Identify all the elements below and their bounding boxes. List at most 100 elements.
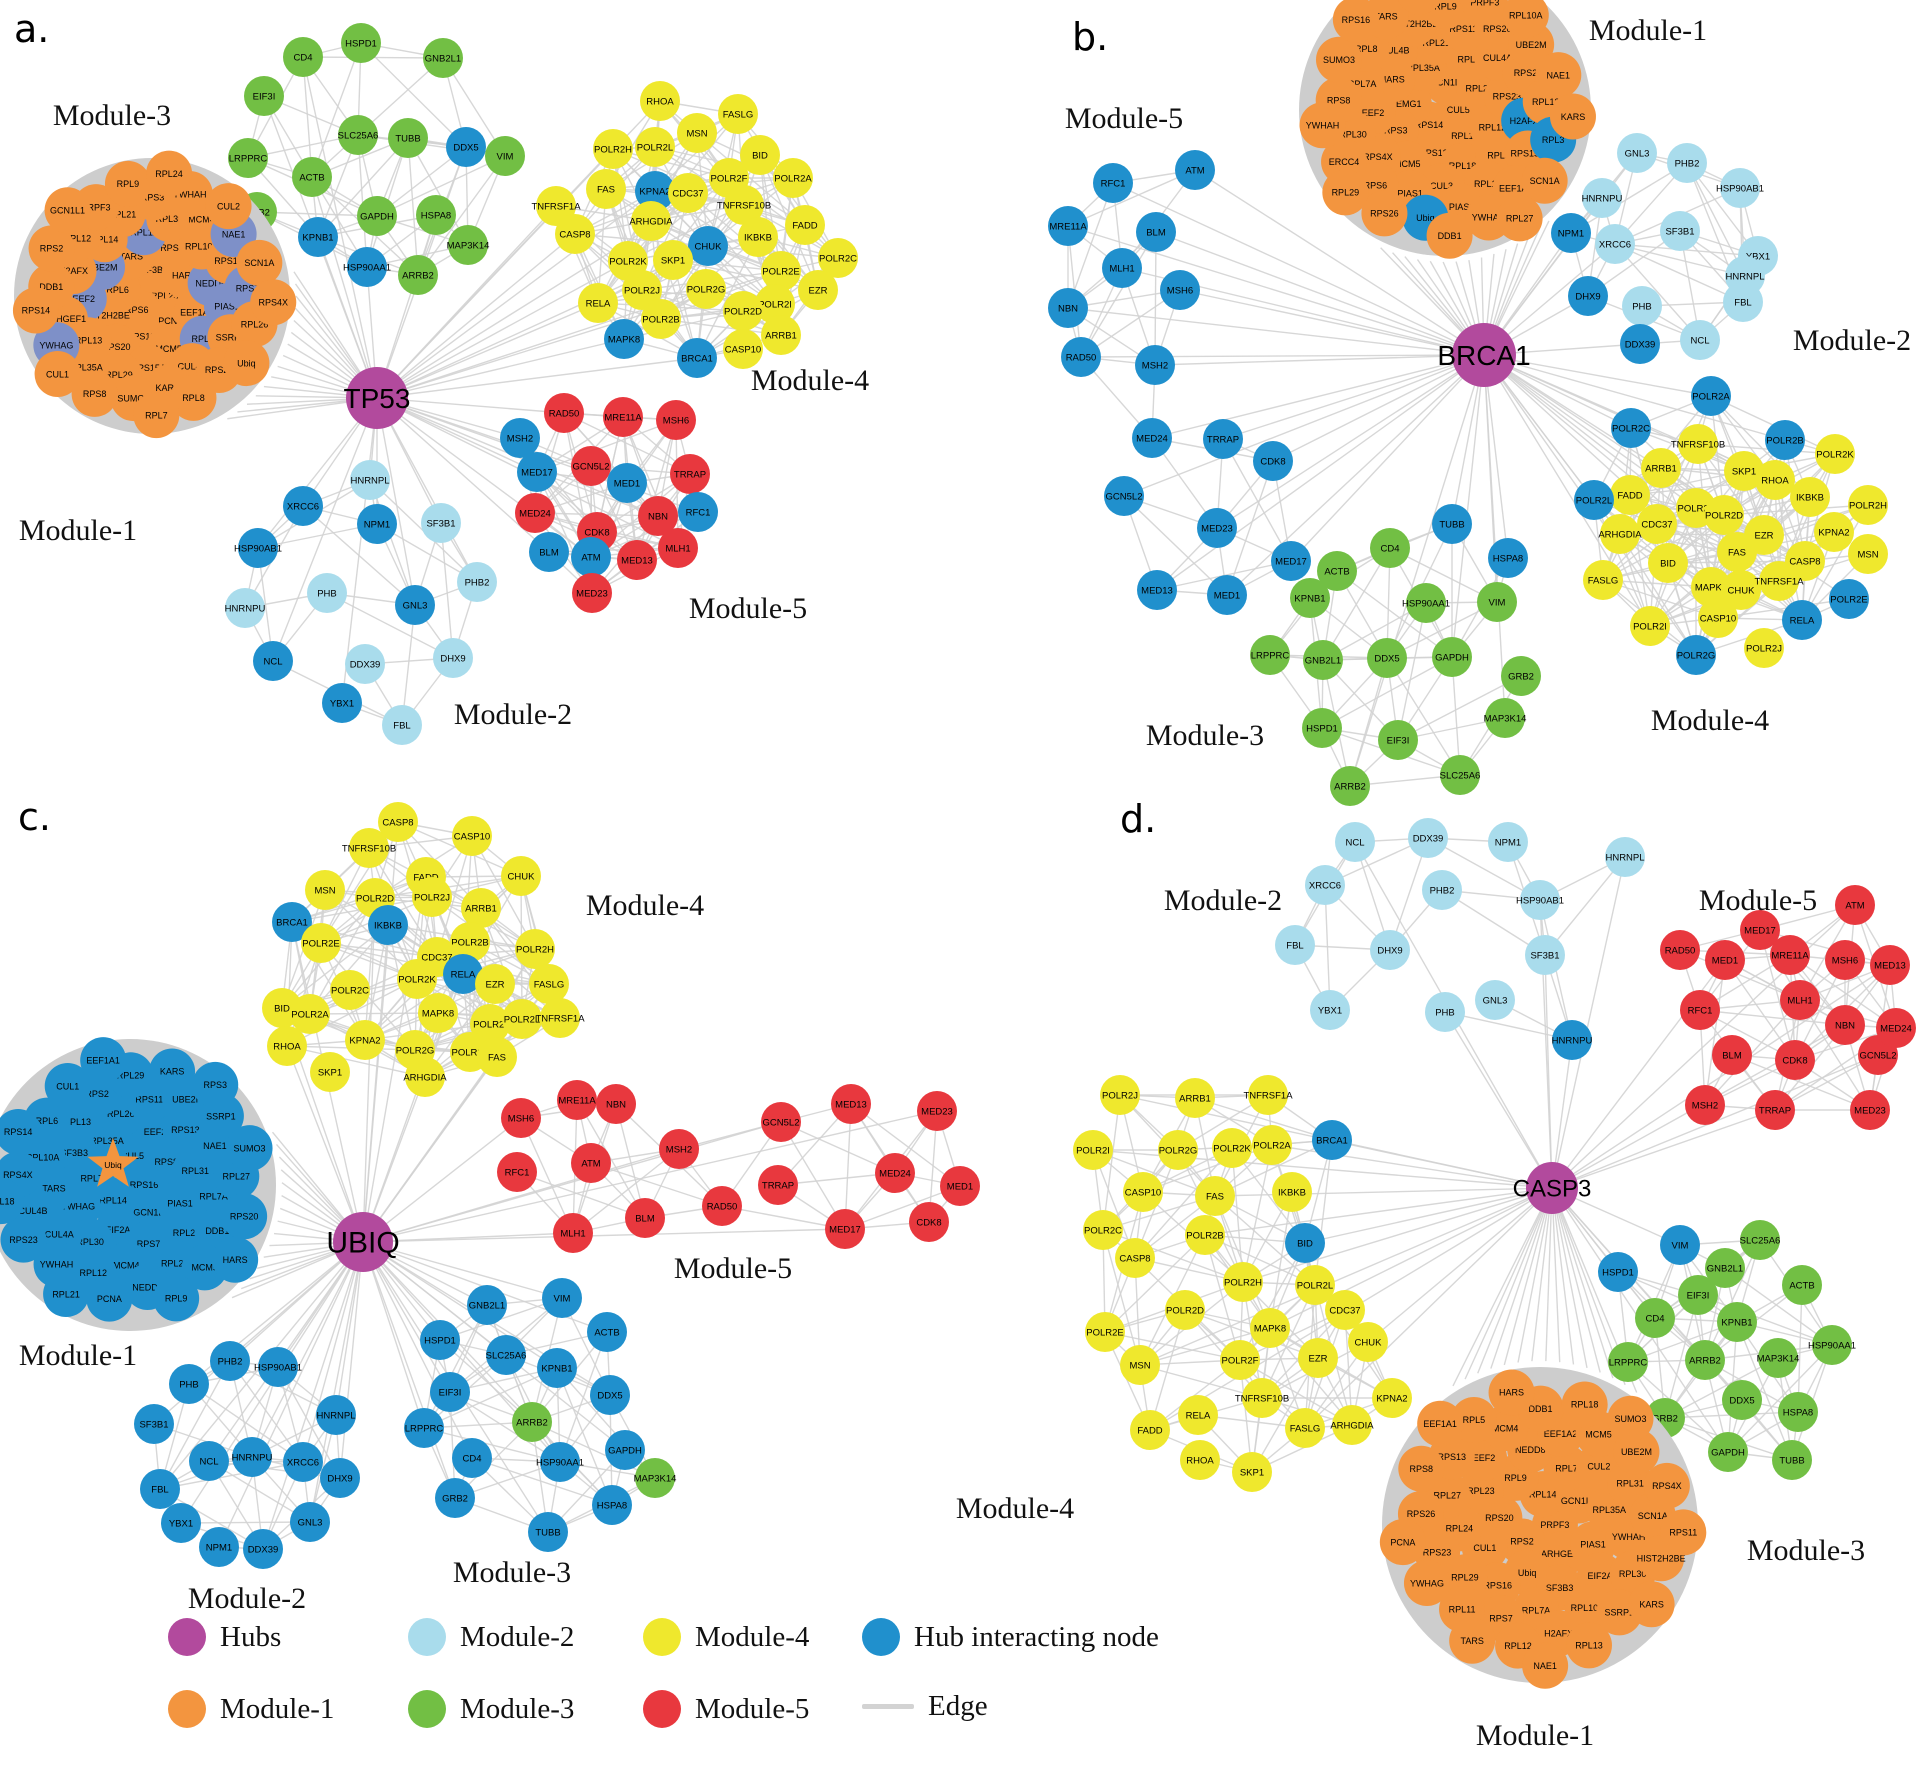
node-NPM1[interactable]: NPM1 (357, 504, 397, 544)
node-PHB2[interactable]: PHB2 (1422, 870, 1462, 910)
node-SLC25A6[interactable]: SLC25A6 (1440, 755, 1481, 795)
node-ACTB[interactable]: ACTB (587, 1312, 627, 1352)
node-RPL18[interactable]: RPL18 (1561, 1381, 1608, 1428)
node-MSH6[interactable]: MSH6 (1825, 940, 1865, 980)
node-RPS4X[interactable]: RPS4X (250, 279, 297, 326)
node-SLC25A6[interactable]: SLC25A6 (1740, 1220, 1781, 1260)
node-RPS4X[interactable]: RPS4X (1643, 1462, 1690, 1509)
node-GCN5L2[interactable]: GCN5L2 (1104, 476, 1144, 516)
node-EZR[interactable]: EZR (1298, 1338, 1338, 1378)
node-VIM[interactable]: VIM (542, 1278, 582, 1318)
node-POLR2G[interactable]: POLR2G (1158, 1130, 1198, 1170)
node-EIF3I[interactable]: EIF3I (1678, 1275, 1718, 1315)
node-HNRNPL[interactable]: HNRNPL (350, 460, 390, 500)
node-ARRB2[interactable]: ARRB2 (398, 255, 438, 295)
node-POLR2C[interactable]: POLR2C (330, 970, 370, 1010)
node-HSP90AB1[interactable]: HSP90AB1 (1716, 168, 1764, 208)
node-IKBKB[interactable]: IKBKB (1790, 477, 1830, 517)
node-KARS[interactable]: KARS (1628, 1581, 1675, 1628)
node-NCL[interactable]: NCL (189, 1441, 229, 1481)
node-MSH2[interactable]: MSH2 (1685, 1085, 1725, 1125)
node-IKBKB[interactable]: IKBKB (738, 217, 778, 257)
node-SUMO3[interactable]: SUMO3 (226, 1125, 273, 1172)
node-YWHAG[interactable]: YWHAG (1403, 1560, 1450, 1607)
node-FASLG[interactable]: FASLG (529, 964, 569, 1004)
node-RPL21[interactable]: RPL21 (43, 1271, 90, 1318)
node-RHOA[interactable]: RHOA (640, 81, 680, 121)
node-KARS[interactable]: KARS (1549, 93, 1596, 140)
node-CASP10[interactable]: CASP10 (452, 816, 492, 856)
node-RHOA[interactable]: RHOA (1180, 1440, 1220, 1480)
node-NPM1[interactable]: NPM1 (1551, 213, 1591, 253)
node-MAPK8[interactable]: MAPK8 (418, 993, 458, 1033)
node-MSN[interactable]: MSN (1848, 534, 1888, 574)
node-DHX9[interactable]: DHX9 (1370, 930, 1410, 970)
node-CDC37[interactable]: CDC37 (1325, 1290, 1365, 1330)
node-SF3B1[interactable]: SF3B1 (1660, 211, 1700, 251)
node-RAD50[interactable]: RAD50 (702, 1186, 742, 1226)
node-POLR2K[interactable]: POLR2K (1212, 1128, 1252, 1168)
node-BLM[interactable]: BLM (625, 1198, 665, 1238)
node-CUL1[interactable]: CUL1 (34, 351, 81, 398)
node-TRRAP[interactable]: TRRAP (1203, 419, 1243, 459)
node-ATM[interactable]: ATM (1175, 150, 1215, 190)
node-BID[interactable]: BID (1648, 543, 1688, 583)
node-PCNA[interactable]: PCNA (1379, 1519, 1426, 1566)
node-POLR2A[interactable]: POLR2A (1252, 1125, 1292, 1165)
node-MED24[interactable]: MED24 (515, 493, 555, 533)
node-NBN[interactable]: NBN (596, 1084, 636, 1124)
node-FAS[interactable]: FAS (586, 169, 626, 209)
node-HNRNPL[interactable]: HNRNPL (1605, 837, 1645, 877)
node-ACTB[interactable]: ACTB (292, 157, 332, 197)
node-HSPA8[interactable]: HSPA8 (416, 195, 456, 235)
node-GNL3[interactable]: GNL3 (395, 585, 435, 625)
node-XRCC6[interactable]: XRCC6 (1305, 865, 1345, 905)
node-POLR2F[interactable]: POLR2F (1220, 1340, 1260, 1380)
node-BLM[interactable]: BLM (1136, 212, 1176, 252)
node-MAP3K14[interactable]: MAP3K14 (1757, 1338, 1800, 1378)
node-SF3B1[interactable]: SF3B1 (134, 1404, 174, 1444)
node-EZR[interactable]: EZR (798, 270, 838, 310)
node-Ubiq[interactable]: Ubiq (223, 340, 270, 387)
node-BRCA1[interactable]: BRCA1 (1312, 1120, 1352, 1160)
node-NAE1[interactable]: NAE1 (1522, 1642, 1569, 1689)
node-FASLG[interactable]: FASLG (1583, 560, 1623, 600)
node-GNB2L1[interactable]: GNB2L1 (467, 1285, 507, 1325)
node-RPL24[interactable]: RPL24 (146, 150, 193, 197)
node-KPNA2[interactable]: KPNA2 (1814, 512, 1854, 552)
node-PHB[interactable]: PHB (1622, 286, 1662, 326)
node-POLR2B[interactable]: POLR2B (1765, 420, 1805, 460)
node-XRCC6[interactable]: XRCC6 (283, 486, 323, 526)
node-GNB2L1[interactable]: GNB2L1 (423, 38, 463, 78)
node-RFC1[interactable]: RFC1 (1680, 990, 1720, 1030)
node-TRRAP[interactable]: TRRAP (758, 1165, 798, 1205)
hub-node-BRCA1[interactable]: BRCA1 (1437, 323, 1531, 387)
node-RHOA[interactable]: RHOA (267, 1026, 307, 1066)
node-CDC37[interactable]: CDC37 (1637, 504, 1677, 544)
node-HSP90AA1[interactable]: HSP90AA1 (1808, 1325, 1856, 1365)
node-CASP8[interactable]: CASP8 (555, 214, 595, 254)
node-GNB2L1[interactable]: GNB2L1 (1303, 640, 1343, 680)
node-TUBB[interactable]: TUBB (388, 118, 428, 158)
node-MED23[interactable]: MED23 (1197, 508, 1237, 548)
node-DDX39[interactable]: DDX39 (243, 1529, 283, 1569)
node-MED1[interactable]: MED1 (607, 463, 647, 503)
node-YBX1[interactable]: YBX1 (161, 1503, 201, 1543)
node-CHUK[interactable]: CHUK (501, 856, 541, 896)
node-ARRB1[interactable]: ARRB1 (461, 888, 501, 928)
node-SKP1[interactable]: SKP1 (1232, 1452, 1272, 1492)
node-POLR2L[interactable]: POLR2L (502, 999, 542, 1039)
node-HSP90AA1[interactable]: HSP90AA1 (343, 247, 391, 287)
node-CD4[interactable]: CD4 (1370, 528, 1410, 568)
node-NAE1[interactable]: NAE1 (1535, 52, 1582, 99)
node-TUBB[interactable]: TUBB (1772, 1440, 1812, 1480)
node-EEF1A1[interactable]: EEF1A1 (80, 1037, 127, 1084)
node-POLR2E[interactable]: POLR2E (1829, 579, 1869, 619)
node-RELA[interactable]: RELA (1178, 1395, 1218, 1435)
node-GAPDH[interactable]: GAPDH (1432, 637, 1472, 677)
node-RPS3[interactable]: RPS3 (192, 1061, 239, 1108)
node-HARS[interactable]: HARS (212, 1236, 259, 1283)
node-POLR2C[interactable]: POLR2C (1611, 408, 1651, 448)
node-POLR2D[interactable]: POLR2D (1704, 495, 1744, 535)
node-TRRAP[interactable]: TRRAP (1755, 1090, 1795, 1130)
